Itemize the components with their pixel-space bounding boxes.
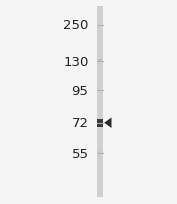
Text: 130: 130 bbox=[63, 55, 88, 68]
Bar bbox=[97, 7, 103, 197]
Bar bbox=[98, 152, 102, 154]
Polygon shape bbox=[104, 118, 112, 128]
Bar bbox=[97, 119, 103, 127]
Text: 72: 72 bbox=[72, 117, 88, 130]
Text: 55: 55 bbox=[72, 147, 88, 160]
Bar bbox=[98, 59, 102, 62]
Text: 95: 95 bbox=[72, 84, 88, 97]
Text: 250: 250 bbox=[63, 19, 88, 32]
